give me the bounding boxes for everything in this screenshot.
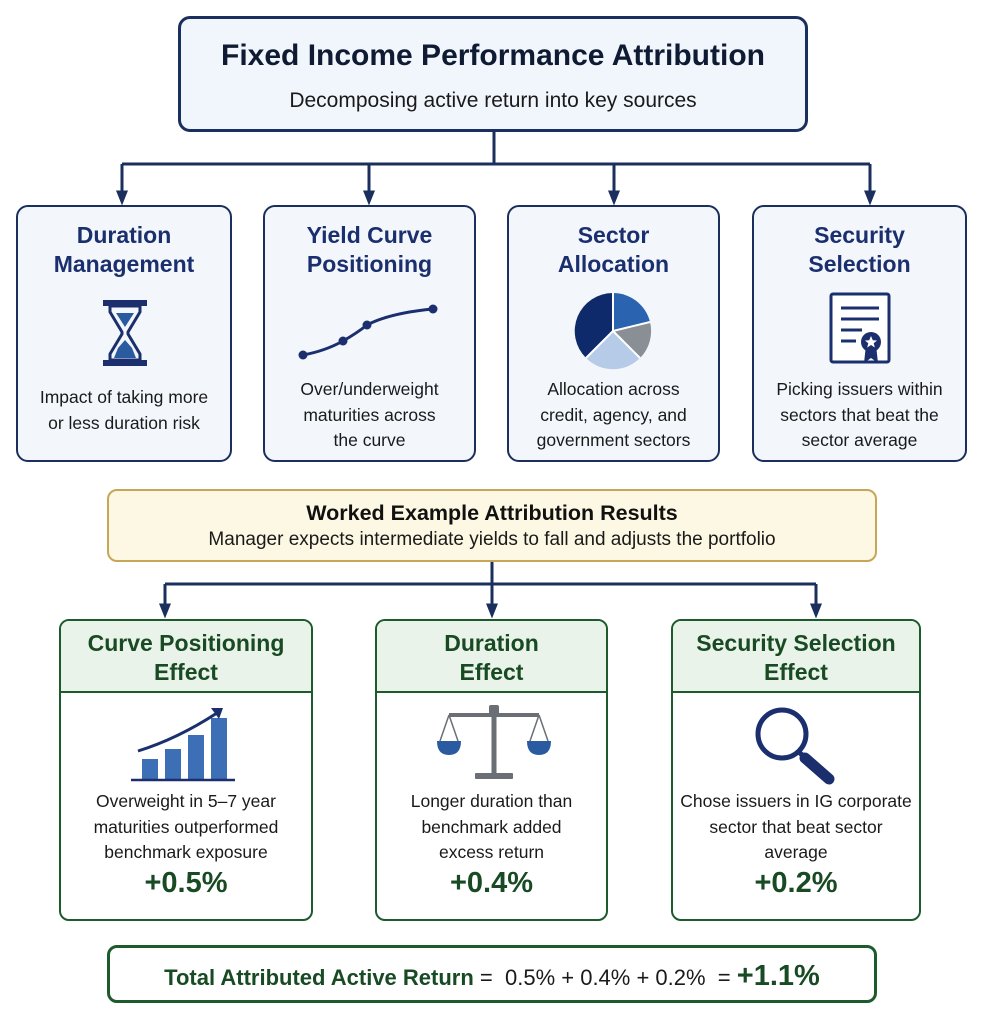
card-title: Management [53, 251, 195, 277]
card-description: sectors that beat the [780, 404, 939, 425]
example-subtitle: Manager expects intermediate yields to f… [208, 529, 776, 550]
card-title: Sector [577, 222, 650, 248]
effect-description: average [764, 842, 828, 862]
card-description: credit, agency, and [540, 404, 687, 425]
total-box: Total Attributed Active Return = 0.5% + … [107, 945, 877, 1003]
card-title: Allocation [557, 251, 670, 277]
card-title: Positioning [306, 251, 433, 277]
effect-description: Chose issuers in IG corporate [680, 791, 912, 811]
rising-bar-chart-icon [131, 708, 235, 782]
card-description: maturities across [303, 404, 436, 425]
effect-title: Effect [764, 659, 828, 685]
worked-example-box: Worked Example Attribution Results Manag… [107, 489, 877, 562]
pie-chart-icon [574, 292, 652, 370]
balance-scale-icon [437, 705, 551, 779]
effect-description: Longer duration than [410, 791, 573, 811]
total-equation: = 0.5% + 0.4% + 0.2% = [479, 965, 731, 990]
card-description: government sectors [536, 430, 691, 450]
card-title: Security [814, 222, 905, 248]
card-sector-allocation: Sector Allocation Allocation across credit… [507, 205, 720, 462]
effect-description: maturities outperformed [93, 816, 279, 837]
effect-title: Effect [154, 659, 218, 685]
yield-curve-icon [298, 304, 438, 360]
effect-title: Effect [459, 659, 524, 685]
effect-description: benchmark added [421, 816, 562, 837]
card-description: or less duration risk [48, 412, 200, 433]
card-description: Impact of taking more [39, 387, 209, 407]
card-description: sector average [801, 430, 918, 450]
card-duration-management: Duration Management Impact of taking more… [16, 205, 232, 462]
effect-description: Overweight in 5–7 year [96, 791, 276, 811]
card-security-selection: Security Selection Picking issuers within… [752, 205, 967, 462]
effect-description: benchmark exposure [104, 842, 268, 862]
effect-value: +0.2% [754, 867, 838, 899]
effect-value: +0.5% [144, 867, 228, 899]
effect-title: Duration [444, 630, 539, 656]
effect-description: sector that beat sector [709, 816, 883, 837]
effect-title: Security Selection [696, 630, 896, 656]
magnifier-icon [755, 707, 835, 785]
certificate-icon [829, 292, 891, 364]
card-title: Yield Curve [306, 222, 433, 248]
total-label: Total Attributed Active Return [164, 965, 474, 990]
card-yield-curve-positioning: Yield Curve Positioning Over/underweight m… [263, 205, 476, 462]
page-subtitle: Decomposing active return into key sourc… [289, 89, 697, 112]
effect-title: Curve Positioning [87, 630, 285, 656]
effect-card-security-selection: Security Selection Effect Chose issuers i… [671, 619, 921, 921]
hourglass-icon [103, 300, 147, 366]
card-description: Over/underweight [300, 379, 439, 399]
card-description: Picking issuers within [776, 379, 943, 399]
effect-value: +0.4% [449, 867, 534, 899]
effect-description: excess return [438, 842, 545, 862]
card-description: Allocation across [547, 379, 680, 399]
card-title: Duration [76, 222, 172, 248]
example-title: Worked Example Attribution Results [306, 501, 678, 525]
effect-card-curve-positioning: Curve Positioning Effect Overweight in 5–… [59, 619, 313, 921]
page-title: Fixed Income Performance Attribution [221, 39, 765, 72]
title-box: Fixed Income Performance Attribution Dec… [178, 16, 808, 132]
total-result: +1.1% [736, 960, 820, 992]
effect-card-duration: Duration Effect Longer duration than bench… [375, 619, 608, 921]
card-description: the curve [333, 430, 406, 450]
card-title: Selection [808, 251, 911, 277]
